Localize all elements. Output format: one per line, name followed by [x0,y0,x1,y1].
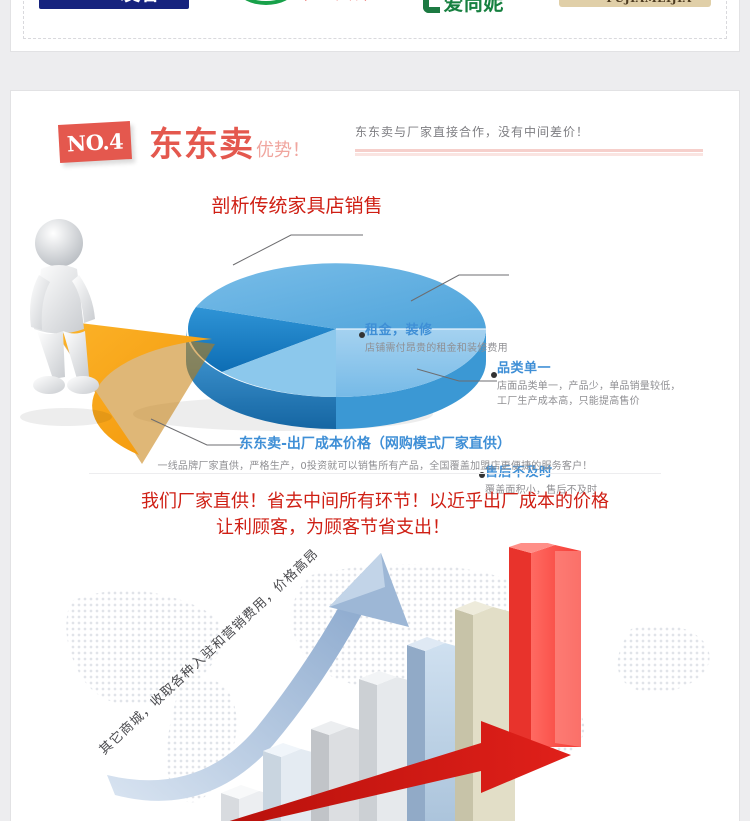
slogan-line-2: 让利顾客，为顾客节省支出！ [216,517,450,538]
aishn-hook-icon [423,0,441,13]
dashed-frame [23,0,727,39]
section-divider [89,473,661,474]
section-title-group: 东东卖 优势！ [149,117,310,166]
callout-rent-heading: 租金，装修 [365,323,433,338]
pie-chart-graphic [20,219,509,464]
ifree-logo[interactable]: ifree 发睿 [39,0,189,9]
subtitle-rule-secondary [355,153,703,156]
fujiameijia-logo[interactable]: ✇ 富家美佳 FUJIAMEIJIA [559,0,711,7]
callout-category: 品类单一 店面品类单一，产品少，单品销量较低， 工厂生产成本高，只能提高售价 [497,357,681,409]
subtitle-rule-primary [355,149,703,152]
pie-footnote-body: 一线品牌厂家直供，严格生产，0投资就可以销售所有产品，全国覆盖加盟店更便捷的服务… [157,461,593,472]
brand-tagline: 优势！ [256,140,310,161]
brand-name: 东东卖 [149,125,254,165]
brand-logo-row: ifree 发睿 木匠大师 AISHN 爱尚妮 ✇ 富家美佳 FUJIAMEIJ… [25,0,725,19]
callout-rent-dot-icon [359,332,365,338]
pie-footnote: 东东卖-出厂成本价格（网购模式厂家直供） 一线品牌厂家直供，严格生产，0投资就可… [11,433,739,472]
slogan-block: 我们厂家直供！省去中间所有环节！以近乎出厂成本的价格 让利顾客，为顾客节省支出！ [11,489,739,541]
section-header: NO.4 东东卖 优势！ 东东卖与厂家直接合作，没有中间差价！ [57,113,703,169]
mujiang-cn: 木匠大师 [297,0,373,4]
ifree-latin: ifree [68,0,116,2]
callout-category-body: 店面品类单一，产品少，单品销量较低， 工厂生产成本高，只能提高售价 [497,381,681,407]
brand-logo-panel: ifree 发睿 木匠大师 AISHN 爱尚妮 ✇ 富家美佳 FUJIAMEIJ… [10,0,740,52]
section-number-label: NO.4 [66,127,124,157]
figure-3d [20,219,112,426]
red-forward-arrow [229,721,571,821]
aishn-cn: 爱尚妮 [443,0,504,15]
bar-chart-graphic [66,543,710,821]
aishn-logo[interactable]: AISHN 爱尚妮 [423,0,508,13]
bar-chart-area: 其它商城，收取各种入驻和营销费用，价格高昂 [11,543,741,821]
slogan-line-1: 我们厂家直供！省去中间所有环节！以近乎出厂成本的价格 [141,491,609,512]
bar-group [221,543,581,821]
callout-aftersales-heading: 售后不及时 [485,465,553,480]
callout-aftersales-dot-icon [479,472,485,478]
ifree-cn: 发睿 [120,0,160,6]
pie-footnote-heading: 东东卖-出厂成本价格（网购模式厂家直供） [239,436,511,452]
callout-category-dot-icon [491,372,497,378]
fujiameijia-emblem-icon: ✇ [585,0,601,2]
callout-rent: 租金，装修 店铺需付昂贵的租金和装修费用 [365,319,508,356]
main-content-panel: NO.4 东东卖 优势！ 东东卖与厂家直接合作，没有中间差价！ 剖析传统家具店销… [10,90,740,821]
pie-chart-title: 剖析传统家具店销售 [211,195,383,217]
mujiang-oval-icon [239,0,294,5]
mujiang-logo[interactable]: 木匠大师 [239,0,373,13]
callout-rent-body: 店铺需付昂贵的租金和装修费用 [365,343,508,354]
section-number-badge: NO.4 [57,121,133,163]
callout-aftersales: 售后不及时 覆盖面积小，售后不及时 [485,461,597,498]
callout-category-heading: 品类单一 [497,361,552,376]
callout-aftersales-body: 覆盖面积小，售后不及时 [485,485,598,496]
fujiameijia-latin: FUJIAMEIJIA [606,0,691,4]
section-subtitle: 东东卖与厂家直接合作，没有中间差价！ [355,125,590,139]
pie-chart-area: 租金，装修 店铺需付昂贵的租金和装修费用 品类单一 店面品类单一，产品少，单品销… [11,219,741,496]
section-subtitle-group: 东东卖与厂家直接合作，没有中间差价！ [355,123,703,156]
rising-blue-arrow [107,553,409,801]
